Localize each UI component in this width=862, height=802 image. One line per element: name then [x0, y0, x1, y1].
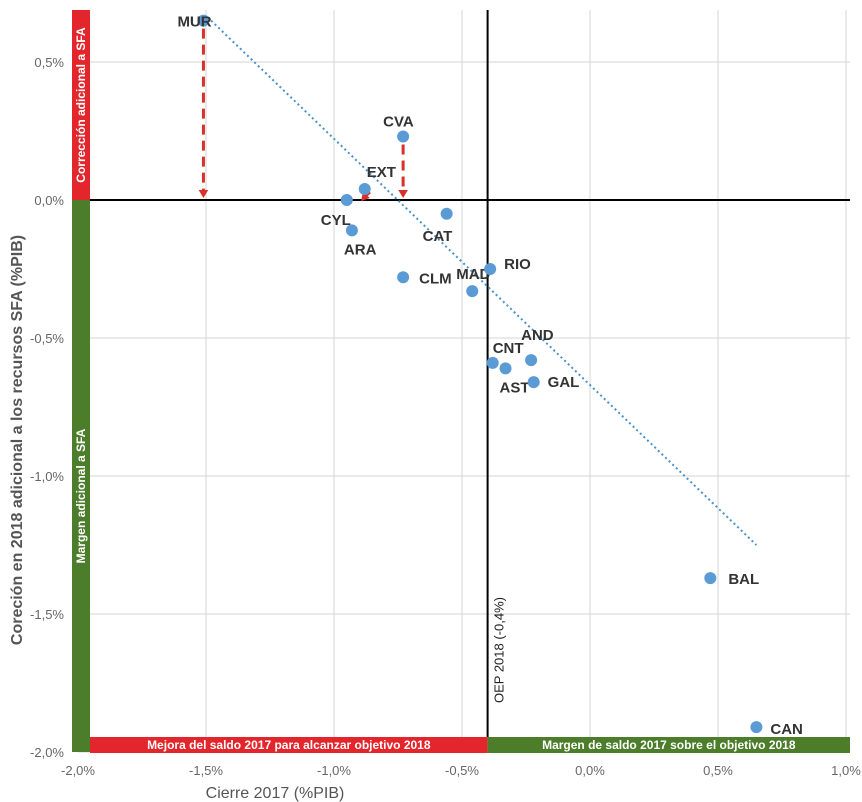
data-point-gal [527, 376, 540, 389]
y-tick-label: -0,5% [30, 331, 64, 346]
correction-band-label: Corrección adicional a SFA [74, 27, 88, 183]
data-point-bal [704, 572, 717, 585]
y-tick-label: -1,0% [30, 469, 64, 484]
correction-band [72, 10, 90, 200]
margin-band-label: Margen adicional a SFA [74, 428, 88, 563]
data-point-mad [466, 285, 479, 298]
surplus-margin-band [487, 737, 850, 753]
surplus-margin-band-label: Margen de saldo 2017 sobre el objetivo 2… [542, 738, 796, 752]
point-label-can: CAN [770, 721, 803, 738]
grid-lines [77, 10, 850, 753]
x-tick-label: -1,5% [189, 763, 223, 778]
tick-labels: -2,0% -1,5% -1,0% -0,5% 0,0% 0,5% 1,0% 0,5% 0,0%… [30, 55, 861, 778]
y-tick-label: -2,0% [30, 745, 64, 760]
data-point-ara [345, 224, 358, 237]
point-label-bal: BAL [728, 571, 759, 588]
data-point-ast [499, 362, 512, 375]
point-label-ext: EXT [367, 164, 396, 181]
arrow-head [398, 190, 408, 198]
data-point-can [750, 721, 763, 734]
point-label-mur: MUR [177, 14, 211, 31]
data-point-cyl [340, 194, 353, 206]
point-label-clm: CLM [419, 270, 452, 287]
y-tick-label: -1,5% [30, 607, 64, 622]
data-point-cat [440, 207, 453, 220]
correction-arrow [198, 28, 209, 198]
data-point-mur [197, 14, 210, 27]
margin-band [72, 200, 90, 752]
data-point-and [525, 354, 538, 367]
x-tick-label: -1,0% [317, 763, 351, 778]
data-point-cva [397, 130, 410, 143]
y-axis-title: Coreción en 2018 adicional a los recurso… [9, 235, 26, 645]
point-label-cyl: CYL [321, 212, 351, 229]
x-tick-label: 0,5% [703, 763, 733, 778]
data-point-cnt [486, 356, 499, 369]
point-label-rio: RIO [504, 256, 531, 273]
point-label-ast: AST [500, 379, 530, 396]
improvement-band-label: Mejora del saldo 2017 para alcanzar obje… [147, 738, 431, 752]
correction-arrow [398, 144, 408, 198]
point-label-and: AND [521, 327, 554, 344]
x-tick-label: -2,0% [61, 763, 95, 778]
x-axis-title: Cierre 2017 (%PIB) [206, 785, 345, 802]
y-tick-label: 0,0% [34, 193, 64, 208]
data-point-ext [358, 182, 371, 195]
y-tick-label: 0,5% [34, 55, 64, 70]
point-label-cnt: CNT [493, 340, 524, 357]
point-label-gal: GAL [548, 374, 580, 391]
x-tick-label: 0,0% [575, 763, 605, 778]
trend-line [210, 19, 758, 546]
point-label-ara: ARA [344, 241, 377, 258]
point-label-cva: CVA [383, 114, 414, 131]
point-label-mad: MAD [456, 266, 490, 283]
data-point-clm [397, 271, 410, 284]
point-label-cat: CAT [423, 228, 453, 245]
oep-reference-label: OEP 2018 (-0,4%) [492, 597, 507, 703]
arrow-head [198, 190, 209, 198]
x-tick-label: 1,0% [831, 763, 861, 778]
data-point-rio [484, 263, 497, 275]
x-tick-label: -0,5% [445, 763, 479, 778]
improvement-band [90, 737, 488, 753]
